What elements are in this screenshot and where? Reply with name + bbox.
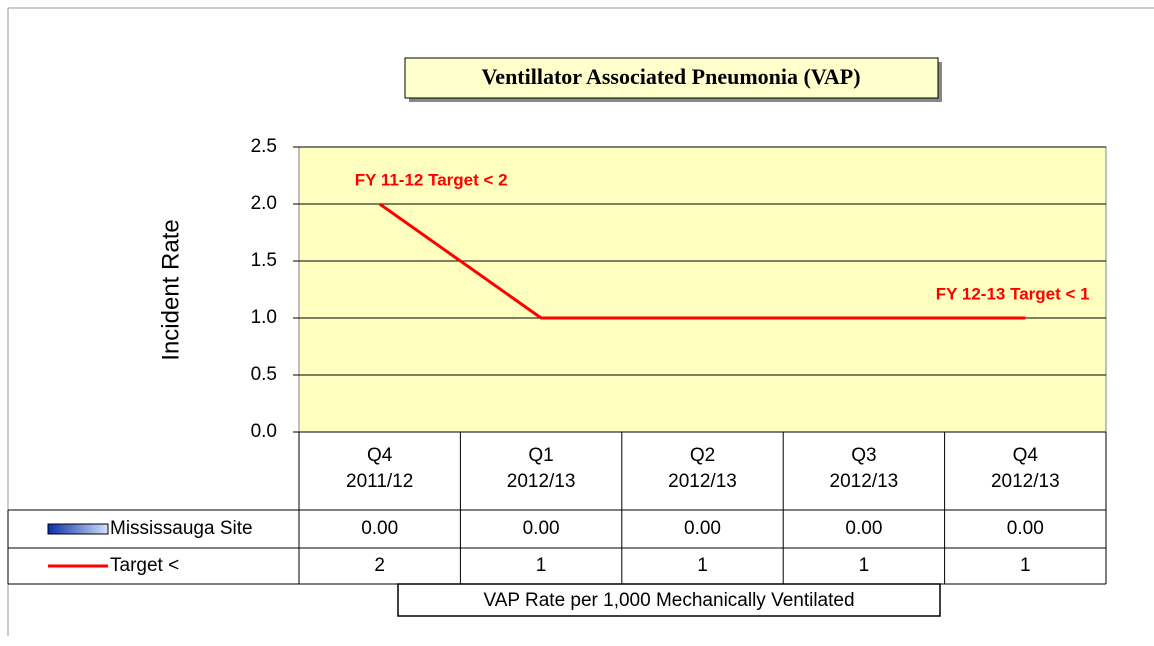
table-value: 2 — [374, 555, 385, 576]
table-value: 0.00 — [684, 518, 721, 539]
table-value: 1 — [536, 555, 547, 576]
table-value: 1 — [859, 555, 870, 576]
y-axis-label: Incident Rate — [157, 219, 184, 360]
x-tick-label: 2011/12 — [346, 471, 413, 492]
table-value: 0.00 — [523, 518, 560, 539]
x-tick-label: 2012/13 — [507, 471, 576, 492]
x-axis-label-box — [397, 583, 941, 617]
table-value: 1 — [1020, 555, 1031, 576]
x-tick-label: 2012/13 — [991, 471, 1060, 492]
x-tick-label: Q4 — [1013, 445, 1039, 466]
line — [378, 202, 1026, 320]
y-tick-label: 2.5 — [251, 136, 277, 157]
x-tick-label: Q1 — [528, 445, 553, 466]
x-tick-label: Q2 — [690, 445, 715, 466]
x-axis-label: VAP Rate per 1,000 Mechanically Ventilat… — [483, 590, 854, 611]
y-tick-label: 0.0 — [251, 421, 277, 442]
legend-label: Target < — [110, 555, 179, 576]
y-tick-label: 2.0 — [251, 193, 277, 214]
table-value: 0.00 — [845, 518, 882, 539]
legend-key — [47, 523, 109, 535]
annotation: FY 11-12 Target < 2 — [355, 171, 508, 190]
y-tick-label: 0.5 — [251, 364, 277, 385]
x-tick-label: Q3 — [851, 445, 876, 466]
y-tick-label: 1.0 — [251, 307, 277, 328]
table-value: 0.00 — [361, 518, 398, 539]
chart-title: Ventillator Associated Pneumonia (VAP) — [481, 64, 860, 89]
x-tick-label: 2012/13 — [830, 471, 899, 492]
table-value: 0.00 — [1007, 518, 1044, 539]
x-tick-label: 2012/13 — [668, 471, 737, 492]
x-tick-label: Q4 — [367, 445, 393, 466]
legend-label: Mississauga Site — [110, 518, 253, 539]
annotation: FY 12-13 Target < 1 — [936, 285, 1090, 304]
y-tick-label: 1.5 — [251, 250, 277, 271]
title-box — [404, 57, 939, 99]
plot-area — [298, 146, 1107, 433]
table-value: 1 — [697, 555, 708, 576]
